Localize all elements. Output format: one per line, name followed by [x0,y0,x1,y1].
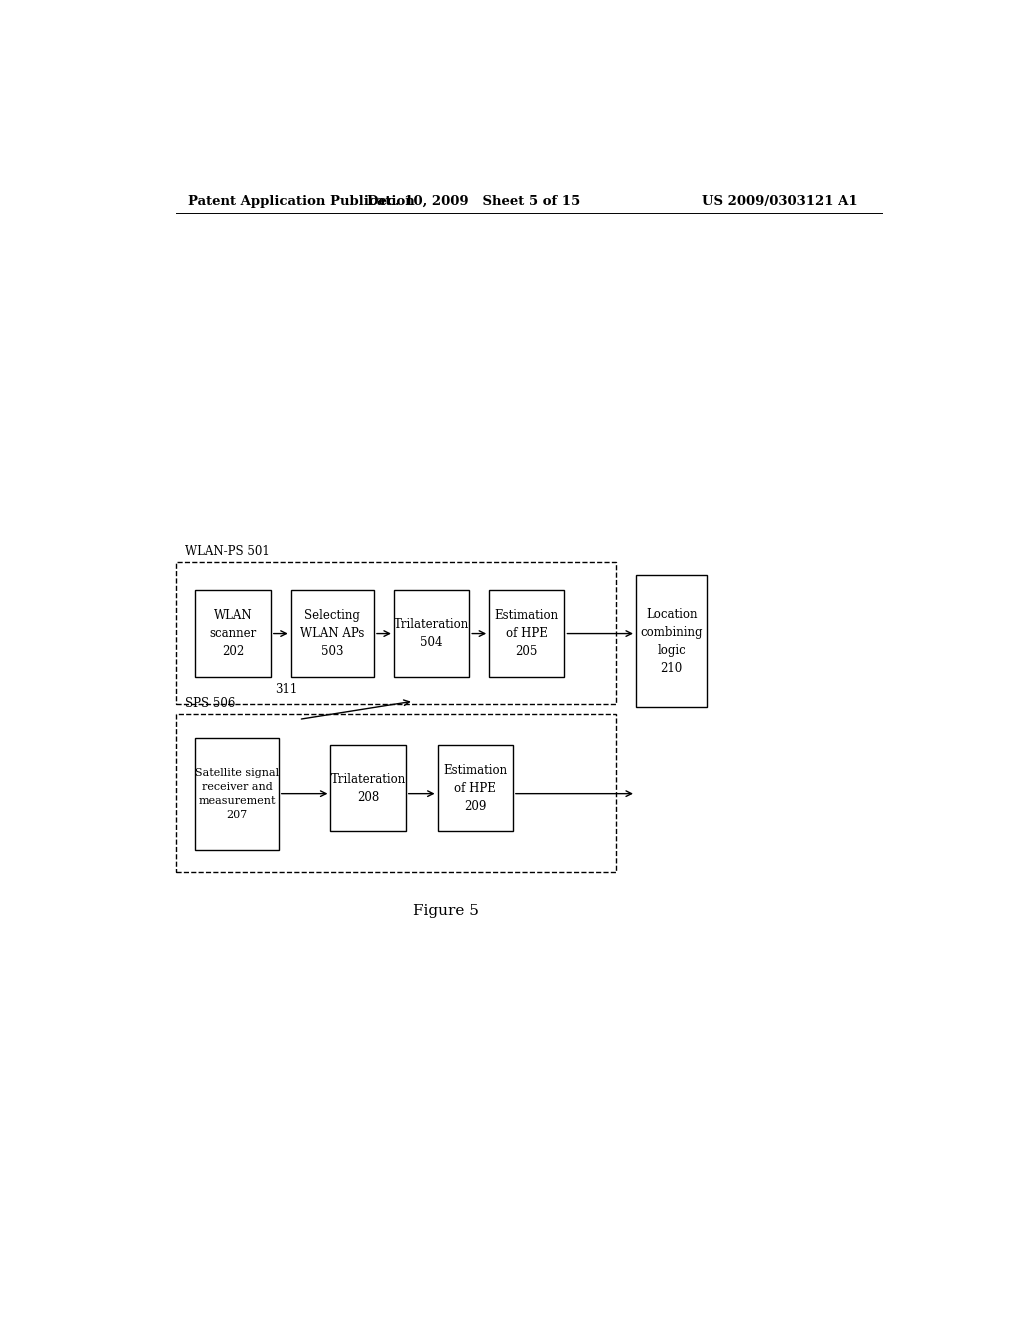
Bar [196,738,279,850]
Text: US 2009/0303121 A1: US 2009/0303121 A1 [702,194,858,207]
Text: WLAN
scanner
202: WLAN scanner 202 [210,609,257,659]
Text: Selecting
WLAN APs
503: Selecting WLAN APs 503 [300,609,365,659]
Bar [291,590,374,677]
Text: Satellite signal
receiver and
measurement
207: Satellite signal receiver and measuremen… [195,768,280,820]
Bar [176,714,616,873]
Text: Estimation
of HPE
205: Estimation of HPE 205 [495,609,559,659]
Text: Estimation
of HPE
209: Estimation of HPE 209 [443,763,507,813]
Text: Figure 5: Figure 5 [413,903,478,917]
Text: Trilateration
504: Trilateration 504 [394,618,469,649]
Text: Dec. 10, 2009   Sheet 5 of 15: Dec. 10, 2009 Sheet 5 of 15 [367,194,580,207]
Bar [489,590,564,677]
Text: Trilateration
208: Trilateration 208 [331,772,406,804]
Text: SPS 506: SPS 506 [185,697,236,710]
Bar [331,744,406,832]
Bar [196,590,270,677]
Bar [636,576,708,708]
Text: 311: 311 [274,682,297,696]
Bar [437,744,513,832]
Text: Patent Application Publication: Patent Application Publication [187,194,415,207]
Text: WLAN-PS 501: WLAN-PS 501 [185,545,270,558]
Text: Location
combining
logic
210: Location combining logic 210 [640,607,702,675]
Bar [394,590,469,677]
Bar [176,562,616,704]
